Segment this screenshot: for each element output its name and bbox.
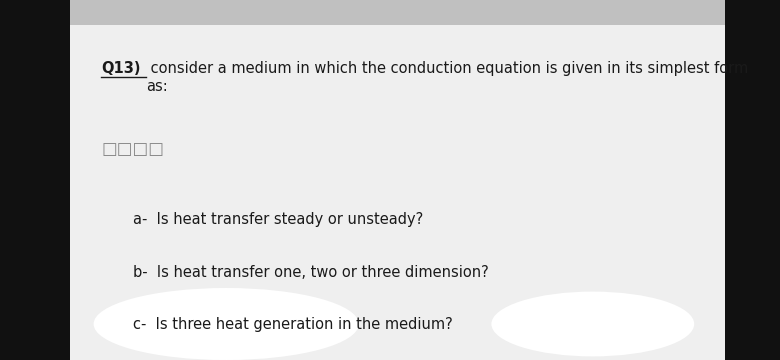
- Ellipse shape: [94, 288, 359, 360]
- Ellipse shape: [491, 292, 694, 356]
- Bar: [70, 0, 725, 25]
- Bar: [0, 0, 70, 360]
- Text: Q13): Q13): [101, 61, 141, 76]
- Text: b-  Is heat transfer one, two or three dimension?: b- Is heat transfer one, two or three di…: [133, 265, 488, 280]
- Text: □□□□: □□□□: [101, 140, 165, 158]
- Text: a-  Is heat transfer steady or unsteady?: a- Is heat transfer steady or unsteady?: [133, 212, 423, 228]
- Text: c-  Is three heat generation in the medium?: c- Is three heat generation in the mediu…: [133, 317, 452, 332]
- Text: consider a medium in which the conduction equation is given in its simplest form: consider a medium in which the conductio…: [146, 61, 748, 94]
- Bar: [725, 0, 780, 360]
- FancyBboxPatch shape: [70, 0, 725, 360]
